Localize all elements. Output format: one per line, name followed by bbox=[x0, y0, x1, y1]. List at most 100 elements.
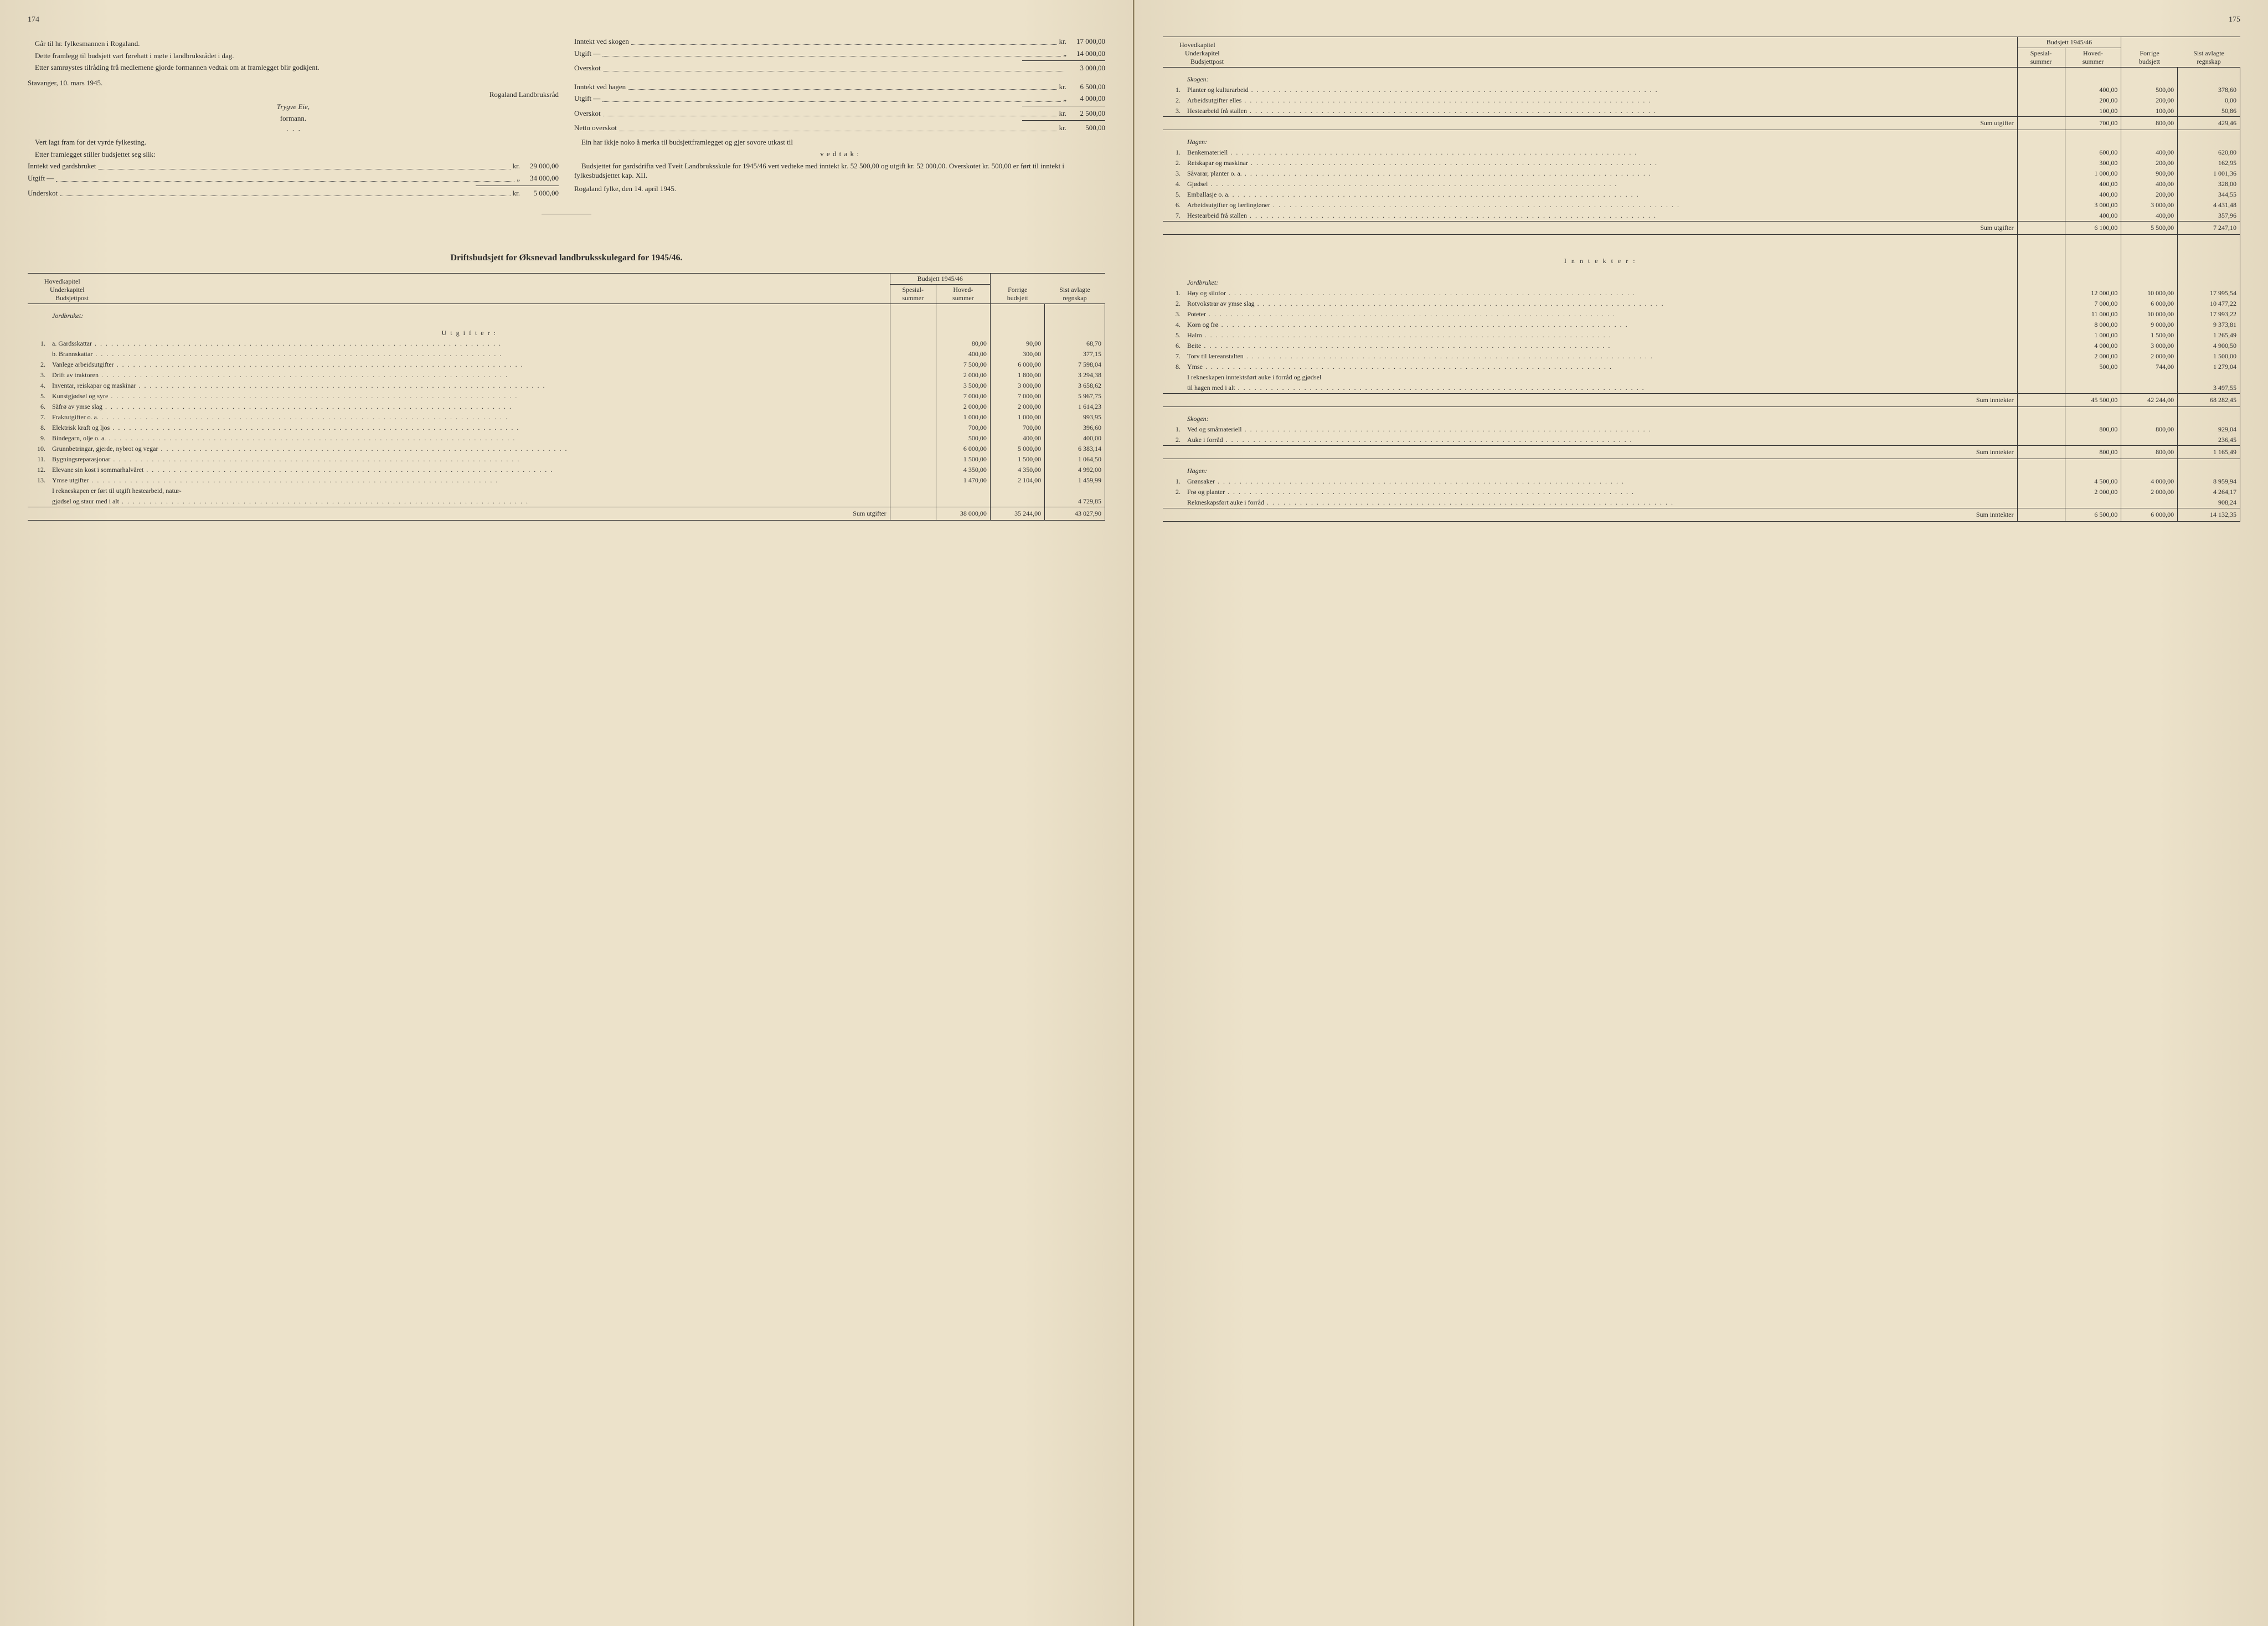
cell-spesial bbox=[890, 349, 936, 359]
cell-spesial bbox=[2017, 189, 2065, 200]
para: Etter framlegget stiller budsjettet seg … bbox=[28, 150, 559, 159]
finance-line: Utgift —„34 000,00 bbox=[28, 173, 559, 183]
cell-spesial bbox=[2017, 476, 2065, 487]
cell-forrige bbox=[2121, 435, 2178, 446]
asterisks: · · · bbox=[28, 126, 559, 136]
cell-spesial bbox=[2017, 299, 2065, 309]
cell-sist: 7 598,04 bbox=[1045, 359, 1105, 370]
cell-forrige: 2 000,00 bbox=[990, 402, 1044, 412]
row-label: Vanlege arbeidsutgifter bbox=[49, 359, 890, 370]
cell-hoved: 2 000,00 bbox=[936, 370, 990, 380]
th: summer bbox=[952, 294, 974, 302]
sum-row: Sum utgifter6 100,005 500,007 247,10 bbox=[1163, 222, 2240, 235]
signature-name: Trygve Eie, bbox=[28, 102, 559, 112]
cell-hoved: 1 470,00 bbox=[936, 475, 990, 486]
row-num bbox=[1163, 497, 1184, 508]
row-num: 11. bbox=[28, 454, 49, 465]
cell-forrige: 2 104,00 bbox=[990, 475, 1044, 486]
cell-hoved: 2 000,00 bbox=[936, 402, 990, 412]
row-num: 1. bbox=[28, 338, 49, 349]
row-label: Såfrø av ymse slag bbox=[49, 402, 890, 412]
cell-sist: 1 459,99 bbox=[1045, 475, 1105, 486]
fin-amount: 6 500,00 bbox=[1066, 82, 1105, 92]
table-row: 2.Frø og planter2 000,002 000,004 264,17 bbox=[1163, 487, 2240, 497]
cell-forrige: 200,00 bbox=[2121, 158, 2178, 168]
cell-spesial bbox=[2017, 320, 2065, 330]
table-row: til hagen med i alt3 497,55 bbox=[1163, 383, 2240, 394]
row-label: b. Brannskattar bbox=[49, 349, 890, 359]
row-num: 4. bbox=[28, 380, 49, 391]
row-num: 7. bbox=[28, 412, 49, 423]
cell-spesial bbox=[890, 465, 936, 475]
cell-forrige: 1 800,00 bbox=[990, 370, 1044, 380]
row-num: 3. bbox=[28, 370, 49, 380]
row-num: 7. bbox=[1163, 210, 1184, 222]
cell-sist: 68,70 bbox=[1045, 338, 1105, 349]
table-row: 2.Rotvokstrar av ymse slag7 000,006 000,… bbox=[1163, 299, 2240, 309]
cell-sist: 929,04 bbox=[2178, 424, 2240, 435]
row-num: 1. bbox=[1163, 147, 1184, 158]
cell-hoved: 7 500,00 bbox=[936, 359, 990, 370]
table-row: 8.Ymse500,00744,001 279,04 bbox=[1163, 362, 2240, 372]
cell-sist: 396,60 bbox=[1045, 423, 1105, 433]
cell-forrige bbox=[2121, 497, 2178, 508]
sum-hoved: 38 000,00 bbox=[936, 507, 990, 521]
finance-rule bbox=[1022, 120, 1105, 121]
cell-hoved: 1 000,00 bbox=[2065, 168, 2121, 179]
cell-spesial bbox=[2017, 435, 2065, 446]
cell-sist: 3 294,38 bbox=[1045, 370, 1105, 380]
cell-sist: 6 383,14 bbox=[1045, 444, 1105, 454]
sum-hoved: 6 100,00 bbox=[2065, 222, 2121, 235]
cell-sist: 908,24 bbox=[2178, 497, 2240, 508]
cell-spesial bbox=[2017, 351, 2065, 362]
row-label: Bygningsreparasjonar bbox=[49, 454, 890, 465]
cell-spesial bbox=[890, 486, 936, 496]
table-row: 10.Grunnbetringar, gjerde, nybrot og veg… bbox=[28, 444, 1105, 454]
cell-sist: 357,96 bbox=[2178, 210, 2240, 222]
sum-forrige: 5 500,00 bbox=[2121, 222, 2178, 235]
cell-forrige: 90,00 bbox=[990, 338, 1044, 349]
cell-spesial bbox=[2017, 372, 2065, 383]
cell-forrige bbox=[990, 486, 1044, 496]
fin-label: Utgift — bbox=[28, 173, 54, 183]
row-label: Elevane sin kost i sommarhalvåret bbox=[49, 465, 890, 475]
cell-hoved: 400,00 bbox=[2065, 85, 2121, 95]
sum-sist: 7 247,10 bbox=[2178, 222, 2240, 235]
cell-hoved: 1 000,00 bbox=[2065, 330, 2121, 341]
section-label: Jordbruket: bbox=[49, 304, 890, 322]
cell-forrige: 200,00 bbox=[2121, 95, 2178, 106]
cell-hoved: 3 500,00 bbox=[936, 380, 990, 391]
cell-hoved: 500,00 bbox=[2065, 362, 2121, 372]
cell-spesial bbox=[2017, 330, 2065, 341]
row-num: 5. bbox=[28, 391, 49, 402]
sum-hoved: 800,00 bbox=[2065, 446, 2121, 459]
row-num: 9. bbox=[28, 433, 49, 444]
prose-columns: Går til hr. fylkesmannen i Rogaland. Det… bbox=[28, 37, 1105, 203]
cell-sist: 10 477,22 bbox=[2178, 299, 2240, 309]
date-line: Rogaland fylke, den 14. april 1945. bbox=[574, 184, 1105, 194]
th: summer bbox=[2030, 58, 2052, 65]
th: Spesial- bbox=[2030, 49, 2052, 57]
row-num: 3. bbox=[1163, 168, 1184, 179]
inntekter-label: I n n t e k t e r : bbox=[1184, 235, 2017, 271]
sum-label: Sum utgifter bbox=[1184, 117, 2017, 130]
para: Etter samrøystes tilråding frå medlemene… bbox=[28, 63, 559, 73]
sum-label: Sum inntekter bbox=[1184, 508, 2017, 522]
row-num: 1. bbox=[1163, 85, 1184, 95]
cell-forrige: 10 000,00 bbox=[2121, 309, 2178, 320]
table-row: 1.Ved og småmateriell800,00800,00929,04 bbox=[1163, 424, 2240, 435]
row-label: Ved og småmateriell bbox=[1184, 424, 2017, 435]
row-num: 6. bbox=[28, 402, 49, 412]
cell-spesial bbox=[2017, 383, 2065, 394]
fin-label: Utgift — bbox=[574, 94, 600, 104]
cell-sist: 400,00 bbox=[1045, 433, 1105, 444]
fin-amount: 3 000,00 bbox=[1066, 63, 1105, 73]
cell-spesial bbox=[890, 475, 936, 486]
cell-sist: 1 614,23 bbox=[1045, 402, 1105, 412]
cell-sist: 993,95 bbox=[1045, 412, 1105, 423]
row-label: Halm bbox=[1184, 330, 2017, 341]
cell-spesial bbox=[2017, 487, 2065, 497]
row-label: Inventar, reiskapar og maskinar bbox=[49, 380, 890, 391]
cell-forrige: 300,00 bbox=[990, 349, 1044, 359]
row-num: 5. bbox=[1163, 330, 1184, 341]
